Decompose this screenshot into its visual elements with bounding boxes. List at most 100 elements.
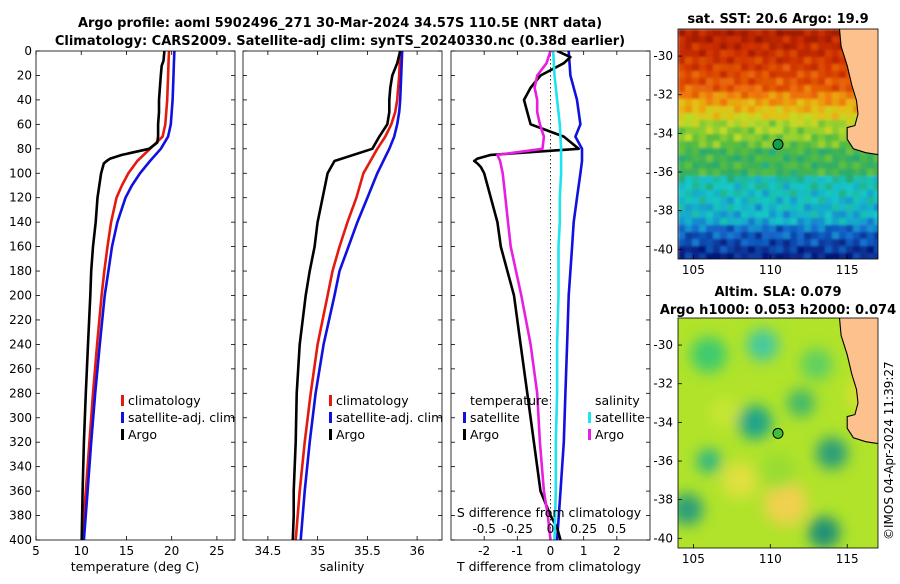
sst-cell (818, 29, 826, 37)
imos-watermark: ©IMOS 04-Apr-2024 11:39:27 (882, 361, 896, 540)
sst-cell (755, 204, 763, 212)
sst-cell (720, 204, 728, 212)
y-tick-label: 360 (9, 484, 32, 498)
map-y-tick-label: -34 (653, 126, 673, 140)
sst-cell (783, 190, 791, 198)
sst-cell (818, 64, 826, 72)
sst-cell (706, 120, 714, 128)
sst-cell (755, 85, 763, 93)
sst-cell (811, 176, 819, 184)
sla-eddy (787, 389, 816, 418)
sst-cell (692, 211, 700, 219)
sst-cell (734, 57, 742, 65)
sst-cell (769, 64, 777, 72)
legend-t-argo: Argo (470, 427, 499, 442)
sst-cell (748, 197, 756, 205)
sst-cell (874, 183, 878, 191)
sst-cell (769, 176, 777, 184)
sst-cell (790, 78, 798, 86)
sst-cell (832, 92, 840, 100)
sst-cell (755, 197, 763, 205)
sst-cell (811, 148, 819, 156)
x-tick-label: 1 (580, 544, 588, 558)
sst-cell (769, 183, 777, 191)
sst-cell (727, 148, 735, 156)
sst-cell (853, 204, 861, 212)
sst-cell (874, 162, 878, 170)
sst-cell (762, 106, 770, 114)
sst-cell (720, 148, 728, 156)
sst-cell (727, 92, 735, 100)
sst-cell (846, 99, 854, 107)
sst-cell (734, 190, 742, 198)
sst-cell (818, 197, 826, 205)
sst-cell (762, 218, 770, 226)
sst-cell (720, 64, 728, 72)
sst-cell (734, 239, 742, 247)
sst-cell (783, 148, 791, 156)
sla-map-subtitle: Argo h1000: 0.053 h2000: 0.074 (660, 303, 896, 318)
sst-cell (699, 106, 707, 114)
sst-cell (748, 113, 756, 121)
sst-cell (685, 99, 693, 107)
sst-cell (685, 64, 693, 72)
sst-cell (699, 78, 707, 86)
sst-cell (769, 225, 777, 233)
sst-cell (797, 190, 805, 198)
sst-cell (825, 120, 833, 128)
sst-cell (818, 246, 826, 254)
legend-climatology-swatch (121, 395, 124, 406)
sst-cell (811, 239, 819, 247)
sst-cell (748, 183, 756, 191)
sst-cell (748, 36, 756, 44)
sst-cell (692, 64, 700, 72)
x-tick-label: 5 (32, 544, 40, 558)
sst-cell (804, 176, 812, 184)
sst-map: sat. SST: 20.6 Argo: 19.9 105 110 115 -30 -3… (653, 12, 879, 277)
sst-cell (776, 85, 784, 93)
sst-cell (867, 218, 875, 226)
sst-cell (678, 225, 686, 233)
sst-cell (727, 127, 735, 135)
sst-cell (762, 127, 770, 135)
sst-cell (776, 106, 784, 114)
sst-cell (692, 92, 700, 100)
sst-cell (692, 120, 700, 128)
legend-climatology: climatology (336, 393, 409, 408)
sst-cell (755, 148, 763, 156)
sst-cell (734, 43, 742, 51)
sst-cell (804, 113, 812, 121)
sst-cell (755, 99, 763, 107)
sst-cell (797, 36, 805, 44)
legend-t-satellite-swatch (463, 412, 466, 423)
sst-cell (678, 211, 686, 219)
sst-cell (692, 134, 700, 142)
sst-cell (790, 57, 798, 65)
sst-cell (734, 71, 742, 79)
series-climatology (80, 51, 171, 540)
sst-cell (776, 57, 784, 65)
sst-cell (685, 141, 693, 149)
sst-cell (818, 148, 826, 156)
sst-cell (790, 155, 798, 163)
legend-argo-swatch (121, 429, 124, 440)
map-y-tick-label: -32 (653, 88, 673, 102)
sst-cell (699, 253, 707, 259)
sst-cell (748, 85, 756, 93)
sst-cell (797, 57, 805, 65)
sst-cell (755, 155, 763, 163)
sst-cell (727, 99, 735, 107)
sst-cell (762, 183, 770, 191)
sst-cell (755, 141, 763, 149)
sst-cell (748, 246, 756, 254)
sst-cell (776, 225, 784, 233)
sst-cell (797, 155, 805, 163)
sst-cell (699, 85, 707, 93)
sst-cell (797, 134, 805, 142)
sst-cell (741, 141, 749, 149)
sst-cell (741, 204, 749, 212)
sst-cell (734, 162, 742, 170)
sst-cell (769, 239, 777, 247)
sst-cell (811, 225, 819, 233)
sst-cell (741, 120, 749, 128)
